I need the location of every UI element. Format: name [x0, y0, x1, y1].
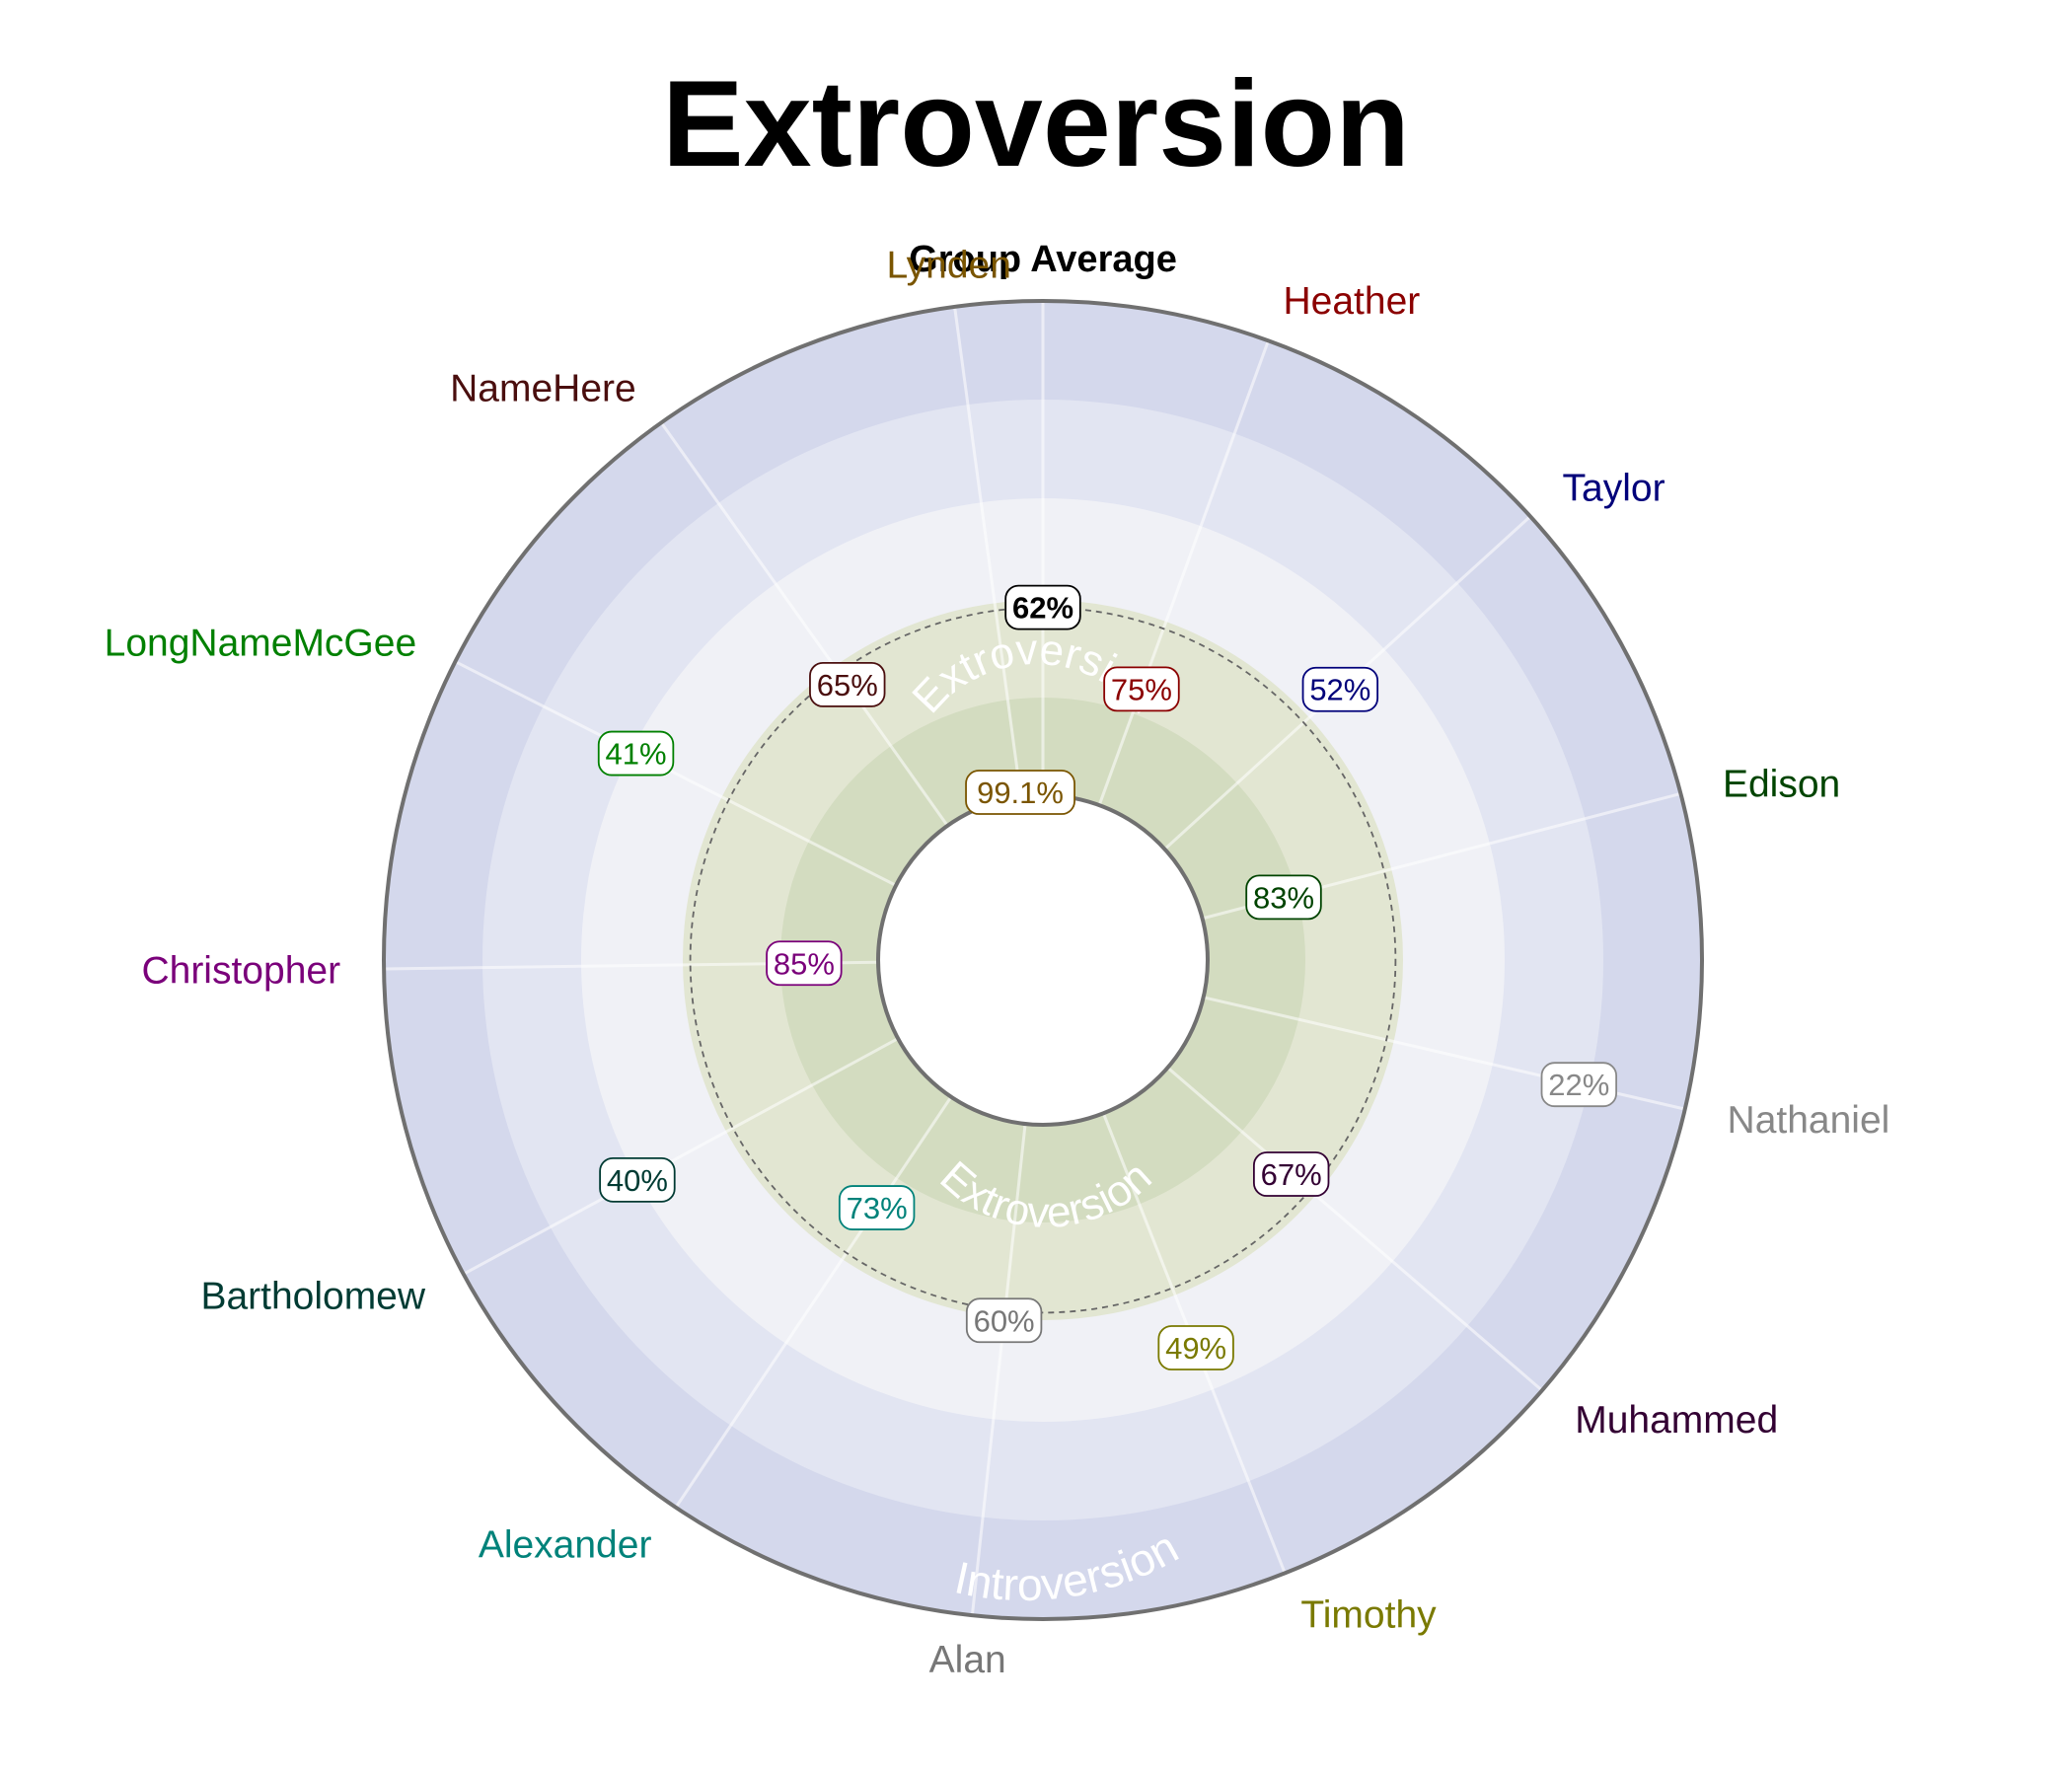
spoke-alexander: [674, 1095, 953, 1509]
name-label-alan: Alan: [929, 1639, 1006, 1681]
marker-box: [838, 1185, 916, 1230]
marker-box: [1004, 584, 1081, 630]
name-label-lynden: Lynden: [886, 244, 1011, 286]
marker-nathaniel: 22%: [1540, 1062, 1618, 1108]
marker-alexander: 73%: [838, 1185, 916, 1230]
marker-lynden: 99.1%: [965, 770, 1075, 815]
name-label-namehere: NameHere: [450, 368, 636, 410]
marker-namehere: 65%: [809, 661, 886, 707]
marker-box: [1252, 1151, 1330, 1197]
marker-box: [597, 730, 675, 777]
marker-value-label: 41%: [606, 737, 667, 772]
marker-muhammed: 67%: [1252, 1151, 1330, 1197]
marker-value-label: 60%: [974, 1303, 1035, 1338]
marker-value-label: 67%: [1261, 1157, 1322, 1192]
spoke-lynden: [953, 306, 1023, 797]
spoke-namehere: [659, 421, 949, 827]
marker-group-average: 62%: [1004, 584, 1081, 630]
marker-box: [599, 1156, 676, 1203]
marker-christopher: 85%: [766, 940, 843, 987]
name-label-timothy: Timothy: [1300, 1593, 1437, 1636]
marker-edison: 83%: [1245, 874, 1322, 921]
marker-box: [1157, 1325, 1234, 1370]
spoke-muhammed: [1166, 1066, 1543, 1392]
name-label-group-average: Group Average: [909, 239, 1177, 280]
name-label-edison: Edison: [1723, 763, 1840, 805]
marker-value-label: 65%: [817, 668, 878, 703]
spoke-heather: [1097, 339, 1270, 806]
marker-value-label: 40%: [607, 1163, 668, 1198]
chart-outer-rim: [382, 299, 1704, 1621]
marker-value-label: 22%: [1548, 1068, 1609, 1102]
name-label-alexander: Alexander: [479, 1523, 652, 1566]
markers-layer: 62% 75% 52% 83% 22% 67% 49% 60% 73% 40% 85% 41% 65% 9…: [597, 584, 1618, 1370]
chart-center-hole: [876, 793, 1210, 1127]
spoke-bartholomew: [463, 1037, 899, 1276]
marker-timothy: 49%: [1157, 1325, 1234, 1370]
name-label-taylor: Taylor: [1563, 468, 1665, 510]
marker-value-label: 83%: [1253, 880, 1314, 915]
marker-box: [1103, 666, 1180, 712]
marker-heather: 75%: [1103, 666, 1180, 712]
marker-value-label: 99.1%: [977, 776, 1064, 810]
name-label-heather: Heather: [1284, 280, 1421, 323]
marker-value-label: 62%: [1012, 591, 1073, 626]
chart-title: Extroversion: [661, 56, 1411, 192]
marker-longnamemcgee: 41%: [597, 730, 675, 777]
marker-box: [766, 940, 843, 987]
name-label-longnamemcgee: LongNameMcGee: [105, 623, 417, 665]
marker-taylor: 52%: [1301, 666, 1379, 712]
marker-alan: 60%: [965, 1297, 1043, 1344]
name-label-bartholomew: Bartholomew: [200, 1275, 425, 1317]
spoke-alan: [970, 1123, 1027, 1616]
marker-bartholomew: 40%: [599, 1156, 676, 1203]
marker-value-label: 85%: [774, 946, 835, 981]
marker-box: [965, 770, 1075, 815]
marker-value-label: 52%: [1309, 673, 1370, 707]
marker-box: [1540, 1062, 1618, 1108]
marker-box: [1301, 666, 1379, 712]
name-label-christopher: Christopher: [141, 950, 340, 993]
name-label-muhammed: Muhammed: [1575, 1399, 1778, 1442]
names-layer: Group Average Heather Taylor Edison Nathanie…: [105, 239, 1890, 1681]
marker-box: [965, 1297, 1043, 1344]
marker-value-label: 75%: [1111, 672, 1172, 706]
spoke-longnamemcgee: [454, 660, 897, 887]
marker-box: [809, 661, 886, 707]
name-label-nathaniel: Nathaniel: [1728, 1099, 1890, 1142]
marker-value-label: 49%: [1165, 1331, 1226, 1366]
marker-value-label: 73%: [847, 1191, 908, 1225]
marker-box: [1245, 874, 1322, 921]
